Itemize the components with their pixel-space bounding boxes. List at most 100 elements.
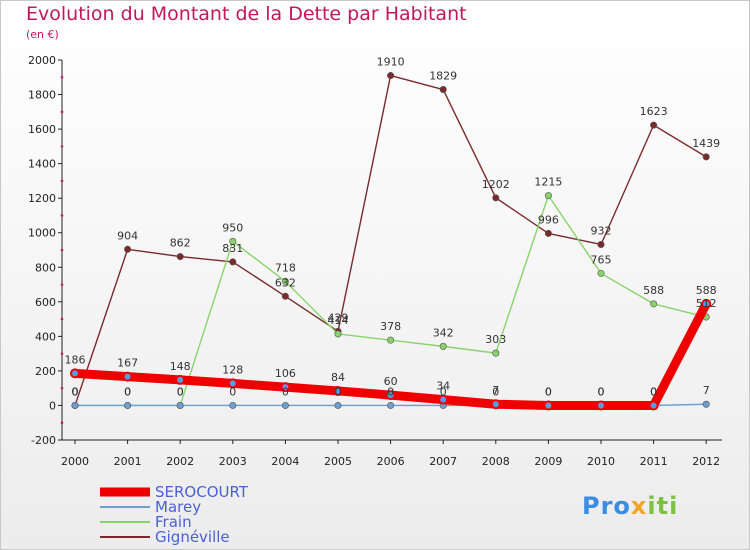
data-point [176, 401, 184, 409]
data-label: 1910 [377, 56, 405, 69]
data-point [438, 394, 449, 405]
data-point [229, 401, 237, 409]
y-minor-tick [60, 145, 64, 148]
x-tick-label: 2000 [61, 455, 89, 468]
chart-axes: -200020040060080010001200140016001800200… [28, 54, 722, 468]
data-point [281, 292, 289, 300]
data-label: 862 [170, 237, 191, 250]
y-tick-label: 0 [49, 399, 56, 412]
data-label: 0 [72, 385, 79, 398]
data-point [544, 229, 552, 237]
data-point [124, 245, 132, 253]
data-point [71, 401, 79, 409]
y-tick-label: 1000 [28, 227, 56, 240]
data-point [387, 401, 395, 409]
data-point [280, 382, 291, 393]
data-point [70, 368, 80, 379]
chart-title: Evolution du Montant de la Dette par Hab… [26, 3, 467, 25]
data-label: 303 [485, 333, 506, 346]
data-label: 106 [275, 367, 296, 380]
y-tick-label: 600 [35, 296, 56, 309]
legend-label: SEROCOURT [155, 483, 249, 501]
data-point [124, 401, 132, 409]
x-tick-label: 2003 [219, 455, 247, 468]
data-label: 0 [387, 385, 394, 398]
data-point [492, 349, 500, 357]
data-label: 414 [328, 314, 349, 327]
data-label: 0 [545, 385, 552, 398]
y-minor-tick [60, 386, 64, 390]
data-label: 996 [538, 213, 559, 226]
x-tick-label: 2006 [377, 455, 405, 468]
data-label: 0 [492, 385, 499, 398]
y-tick-label: 800 [35, 261, 56, 274]
data-point [385, 390, 396, 401]
data-label: 0 [650, 385, 657, 398]
x-tick-label: 2008 [482, 455, 510, 468]
data-label: 0 [650, 385, 657, 398]
y-tick-label: 2000 [28, 54, 56, 67]
data-point [229, 237, 237, 245]
y-minor-tick [60, 317, 64, 321]
data-point [439, 342, 447, 350]
data-point [334, 401, 342, 409]
data-label: 0 [124, 385, 131, 398]
data-point [543, 400, 554, 411]
proxiti-logo: Proxiti [582, 492, 678, 520]
data-point [333, 385, 343, 396]
data-label: 0 [282, 385, 289, 398]
data-point [701, 298, 712, 309]
y-tick-label: 400 [35, 330, 56, 343]
x-tick-label: 2001 [114, 455, 142, 468]
data-point [492, 194, 500, 202]
data-label: 0 [335, 385, 342, 398]
data-label: 588 [643, 284, 664, 297]
data-label: 0 [598, 385, 605, 398]
data-label: 0 [72, 385, 79, 398]
y-tick-label: -200 [31, 434, 56, 447]
data-label: 0 [598, 385, 605, 398]
data-label: 167 [117, 357, 138, 370]
data-point [175, 374, 186, 385]
data-point [597, 240, 605, 248]
x-tick-label: 2010 [587, 455, 615, 468]
y-tick-label: 1800 [28, 89, 56, 102]
data-label: 7 [703, 384, 710, 397]
series-layer [70, 72, 712, 411]
data-label: 0 [229, 385, 236, 398]
x-tick-label: 2005 [324, 455, 352, 468]
y-minor-tick [60, 421, 64, 425]
y-minor-tick [60, 248, 64, 252]
data-label: 34 [436, 380, 450, 393]
data-label: 84 [331, 371, 345, 384]
data-label: 632 [275, 276, 296, 289]
data-point [702, 153, 710, 161]
data-point [648, 400, 659, 411]
data-label: 765 [591, 253, 612, 266]
logo-part-2: x [630, 492, 648, 520]
data-label: 0 [177, 385, 184, 398]
data-label: 512 [696, 297, 717, 310]
data-label: 932 [591, 224, 612, 237]
data-label: 0 [124, 385, 131, 398]
x-tick-label: 2012 [692, 455, 720, 468]
data-label: 1623 [640, 105, 668, 118]
data-point [229, 258, 237, 266]
y-tick-label: 1600 [28, 123, 56, 136]
data-point [387, 336, 395, 344]
legend-label: Gignéville [155, 528, 230, 546]
data-label: 1439 [692, 137, 720, 150]
data-label: 904 [117, 229, 138, 242]
data-label: 0 [440, 385, 447, 398]
data-point [334, 330, 342, 338]
data-point [597, 269, 605, 277]
data-label: 342 [433, 326, 454, 339]
y-minor-tick [60, 75, 64, 79]
data-point [387, 72, 395, 80]
data-label: 0 [72, 385, 79, 398]
x-tick-label: 2007 [429, 455, 457, 468]
logo-part-1: Pro [582, 492, 631, 520]
